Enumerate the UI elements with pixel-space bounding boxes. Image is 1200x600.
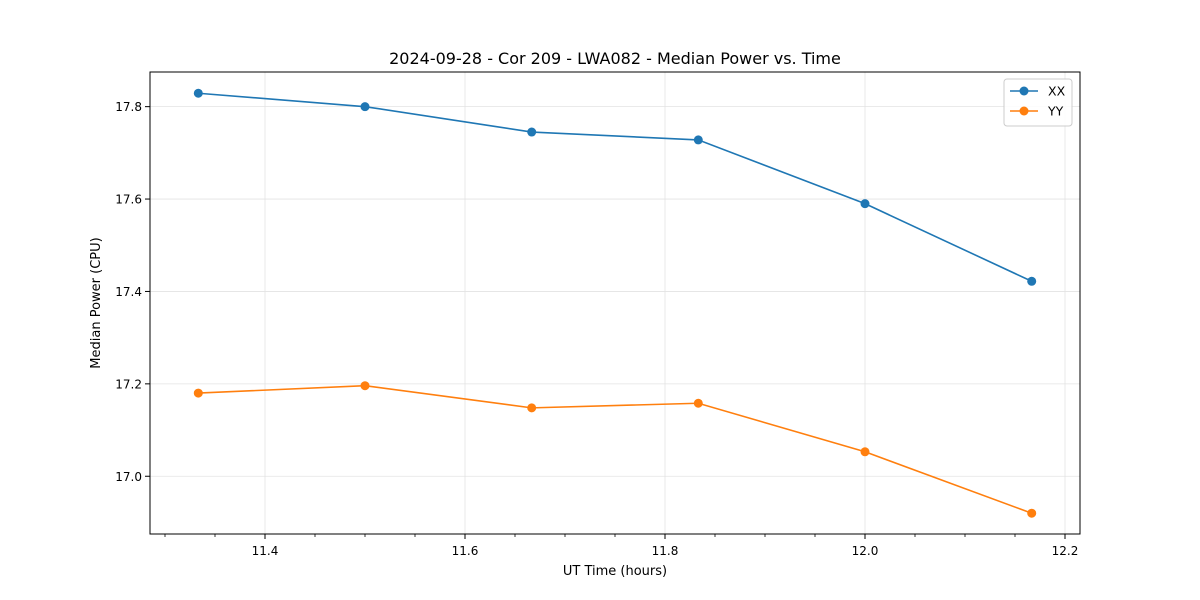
series-yy-point <box>1027 508 1037 518</box>
x-tick-label: 11.6 <box>452 544 479 558</box>
series-xx-point <box>527 127 537 137</box>
chart-title: 2024-09-28 - Cor 209 - LWA082 - Median P… <box>389 49 841 68</box>
x-tick-label: 12.0 <box>852 544 879 558</box>
x-axis-ticks: 11.4 11.6 11.8 12.0 12.2 <box>164 534 1079 558</box>
series-xx-point <box>860 199 870 209</box>
y-axis-ticks: 17.0 17.2 17.4 17.6 17.8 <box>115 100 150 484</box>
legend-yy-label: YY <box>1047 104 1064 119</box>
series-xx-point <box>693 135 703 145</box>
y-axis-label: Median Power (CPU) <box>89 237 104 368</box>
legend: XX YY <box>1003 78 1073 127</box>
legend-xx-marker <box>1019 86 1029 96</box>
series-yy-point <box>527 403 537 413</box>
legend-xx-label: XX <box>1048 84 1066 99</box>
series-xx-point <box>193 88 203 98</box>
series-yy-point <box>193 388 203 398</box>
y-tick-label: 17.2 <box>115 377 142 391</box>
x-tick-label: 11.8 <box>652 544 679 558</box>
y-tick-label: 17.8 <box>115 100 142 114</box>
series-yy-point <box>693 398 703 408</box>
legend-yy-marker <box>1019 106 1029 116</box>
series-yy-point <box>860 447 870 457</box>
x-tick-label: 11.4 <box>252 544 279 558</box>
x-axis-label: UT Time (hours) <box>563 564 667 579</box>
y-tick-label: 17.0 <box>115 470 142 484</box>
series-yy-point <box>360 381 370 391</box>
x-tick-label: 12.2 <box>1052 544 1079 558</box>
series-xx-point <box>360 102 370 112</box>
series-xx-line <box>198 92 1033 283</box>
y-tick-label: 17.6 <box>115 193 142 207</box>
y-tick-label: 17.4 <box>115 285 142 299</box>
series-xx-point <box>1027 276 1037 286</box>
series-layer <box>193 88 1037 518</box>
grid-lines <box>150 72 1080 534</box>
series-yy-line <box>198 384 1032 514</box>
